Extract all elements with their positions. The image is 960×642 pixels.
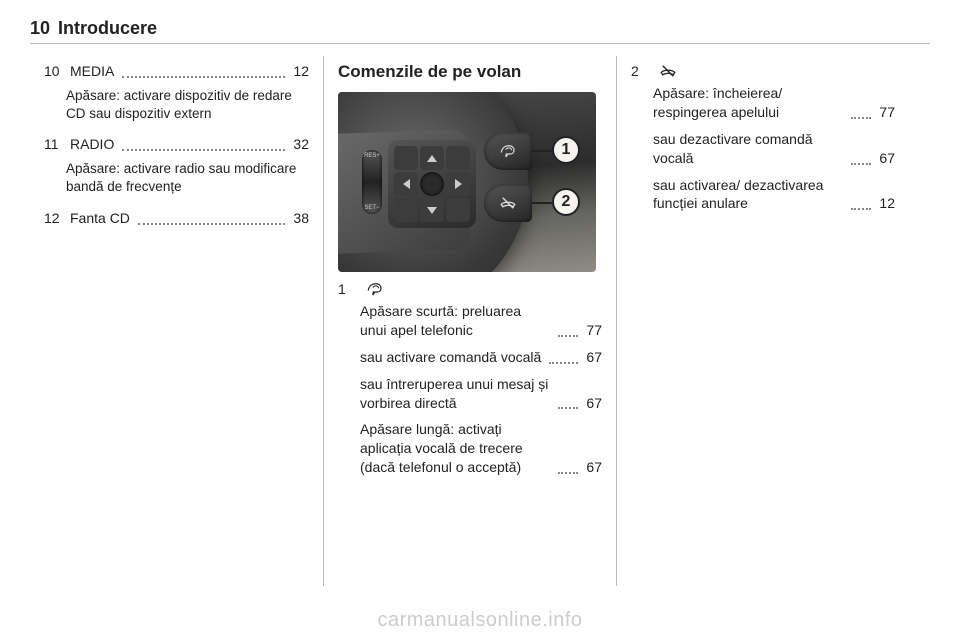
leader-dots [558, 472, 578, 474]
legend-entry-1: 1 Apăsare scurtă: preluarea unui apel te… [338, 280, 602, 477]
legend-number: 1 [338, 281, 360, 297]
page-header: 10 Introducere [30, 18, 930, 44]
legend-text: Apăsare scurtă: preluarea unui apel tele… [360, 302, 550, 340]
leader-dots [138, 223, 286, 225]
legend-text: Apăsare: încheierea/ respingerea apelulu… [653, 84, 843, 122]
dpad-corner [446, 146, 470, 170]
rocker-bottom-label: SET− [364, 205, 379, 211]
leader-dots [549, 362, 578, 364]
legend-text: sau activarea/ dezactivarea funcției anu… [653, 176, 843, 214]
dpad-down [420, 198, 444, 222]
legend-text: Apăsare lungă: activați aplicația vocală… [360, 420, 550, 477]
leader-dots [851, 163, 871, 165]
hangup-button [484, 184, 532, 222]
legend-number: 2 [631, 63, 653, 79]
toc-entry-10: 10 MEDIA 12 Apăsare: activare dispozitiv… [44, 62, 309, 123]
entry-label: MEDIA [70, 62, 114, 81]
legend-page: 67 [586, 458, 602, 477]
dpad-control [388, 140, 476, 228]
watermark: carmanualsonline.info [0, 609, 960, 632]
legend-text: sau dezactivare comandă vocală [653, 130, 843, 168]
callout-2: 2 [552, 188, 580, 216]
legend-page: 67 [586, 394, 602, 413]
rocker-top-label: RES+ [364, 153, 380, 159]
legend-page: 67 [879, 149, 895, 168]
leader-dots [122, 149, 285, 151]
column-2: Comenzile de pe volan RES+ SET− [323, 56, 616, 586]
section-title: Comenzile de pe volan [338, 62, 602, 82]
leader-dots [122, 76, 285, 78]
dpad-corner [394, 198, 418, 222]
dpad-center [420, 172, 444, 196]
legend-entry-2: 2 Apăsare: încheierea/ respingerea apelu… [631, 62, 895, 213]
legend-page: 67 [586, 348, 602, 367]
entry-page: 38 [293, 209, 309, 228]
callout-leader [532, 202, 552, 204]
hangup-icon [659, 62, 677, 80]
entry-page: 32 [293, 135, 309, 154]
legend-text: sau întreruperea unui mesaj și vorbirea … [360, 375, 550, 413]
leader-dots [851, 117, 871, 119]
voice-button [484, 132, 532, 170]
entry-description: Apăsare: activare dispozitiv de redare C… [44, 87, 309, 123]
entry-label: RADIO [70, 135, 114, 154]
chapter-title: Introducere [58, 18, 157, 39]
callout-1: 1 [552, 136, 580, 164]
dpad-corner [394, 146, 418, 170]
legend-page: 77 [879, 103, 895, 122]
voice-icon [499, 142, 517, 160]
toc-entry-12: 12 Fanta CD 38 [44, 209, 309, 228]
dpad-up [420, 146, 444, 170]
cruise-rocker: RES+ SET− [362, 150, 382, 214]
dpad-corner [446, 198, 470, 222]
toc-entry-11: 11 RADIO 32 Apăsare: activare radio sau … [44, 135, 309, 196]
column-3: 2 Apăsare: încheierea/ respingerea apelu… [616, 56, 909, 586]
leader-dots [558, 335, 578, 337]
steering-wheel-image: RES+ SET− [338, 92, 596, 272]
dpad-left [394, 172, 418, 196]
entry-label: Fanta CD [70, 209, 130, 228]
legend-page: 77 [586, 321, 602, 340]
entry-number: 11 [44, 135, 66, 154]
entry-description: Apăsare: activare radio sau modificare b… [44, 160, 309, 196]
voice-icon [366, 280, 384, 298]
entry-number: 12 [44, 209, 66, 228]
hangup-icon [499, 194, 517, 212]
page-number: 10 [30, 18, 50, 39]
dpad-right [446, 172, 470, 196]
legend-page: 12 [879, 194, 895, 213]
entry-number: 10 [44, 62, 66, 81]
callout-leader [532, 150, 552, 152]
legend-text: sau activare comandă vocală [360, 348, 541, 367]
entry-page: 12 [293, 62, 309, 81]
leader-dots [851, 208, 871, 210]
column-1: 10 MEDIA 12 Apăsare: activare dispozitiv… [30, 56, 323, 586]
leader-dots [558, 407, 578, 409]
